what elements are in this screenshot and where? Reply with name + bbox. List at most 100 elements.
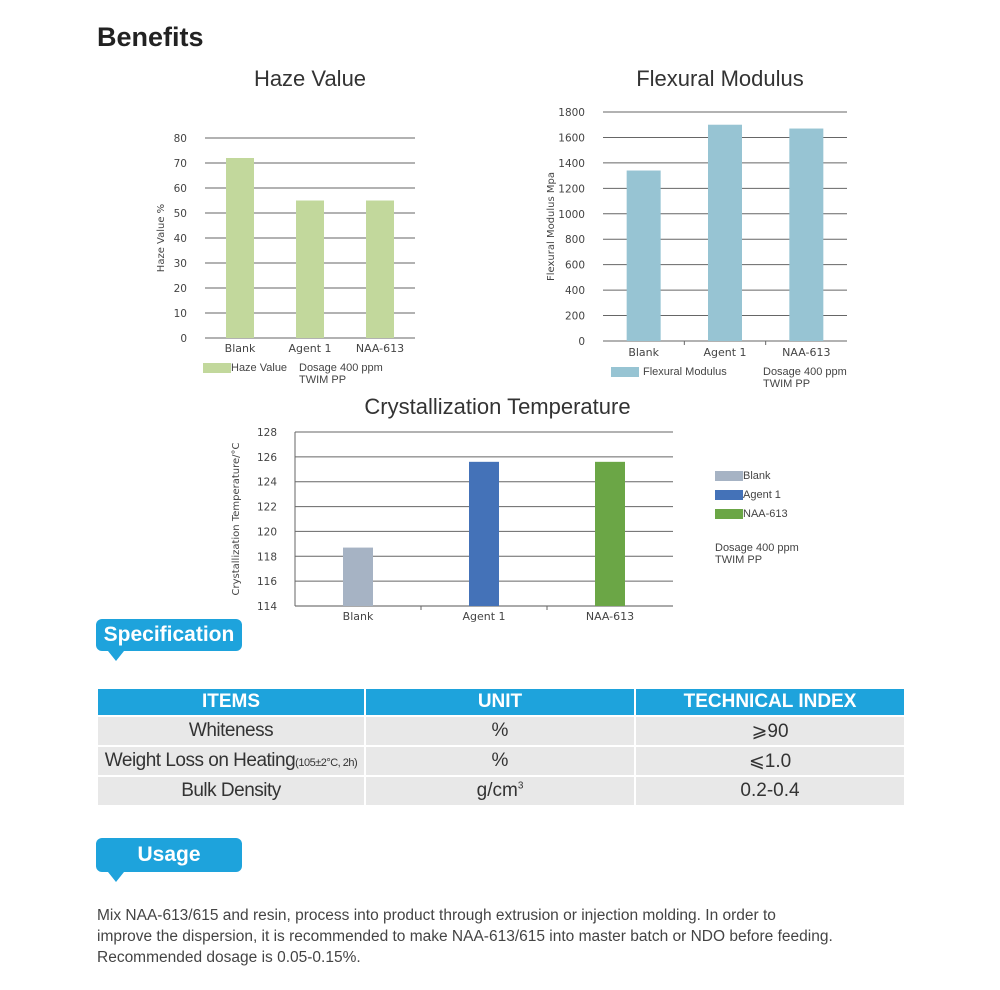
legend-label-agent1: Agent 1: [743, 489, 781, 501]
y-tick-label: 1800: [558, 107, 585, 119]
specification-tag: Specification: [96, 619, 242, 661]
y-tick-label: 60: [174, 183, 187, 195]
table-row: Weight Loss on Heating(105±2°C, 2h) % ⩽1…: [98, 747, 904, 775]
legend-swatch-blank: [715, 471, 743, 482]
x-tick-label: NAA-613: [782, 346, 830, 359]
bar-agent-1: [469, 461, 499, 606]
x-tick-label: Blank: [343, 610, 374, 623]
bar-blank: [626, 170, 661, 341]
item-cell: Whiteness: [98, 717, 364, 745]
header-technical-index: TECHNICAL INDEX: [636, 689, 904, 715]
haze-legend: Haze Value: [203, 362, 303, 374]
table-row: Whiteness % ⩾90: [98, 717, 904, 745]
bar-blank: [226, 158, 254, 338]
x-tick-label: Agent 1: [703, 346, 746, 359]
y-tick-label: 120: [257, 526, 277, 538]
x-tick-label: Agent 1: [462, 610, 505, 623]
legend-label-blank: Blank: [743, 470, 771, 482]
legend-item-agent1: Agent 1: [715, 489, 788, 508]
flexural-legend-swatch: [611, 367, 639, 378]
crystallization-temperature-chart: 114 116 118 120 122 124 126 128 Crystallization …: [231, 427, 673, 623]
flexural-chart-title: Flexural Modulus: [636, 66, 804, 91]
flexural-note-material: TWIM PP: [763, 378, 811, 390]
y-tick-label: 20: [174, 283, 187, 295]
crystallization-note-dosage: Dosage 400 ppm: [715, 542, 799, 554]
flexural-modulus-chart: 0 200 400 600 800 1000 1200 1400 1600 1800 Flexura…: [546, 107, 847, 359]
bar-naa-613: [366, 200, 394, 338]
y-tick-label: 126: [257, 452, 277, 464]
unit-cell: %: [366, 747, 634, 775]
crystallization-legend: Blank Agent 1 NAA-613: [715, 470, 788, 527]
y-tick-label: 70: [174, 158, 187, 170]
unit-value: %: [491, 720, 509, 741]
y-tick-label: 0: [180, 333, 187, 345]
x-tick-label: Agent 1: [288, 342, 331, 355]
unit-value: g/cm: [476, 780, 518, 801]
y-tick-label: 600: [565, 260, 585, 272]
haze-legend-label: Haze Value: [231, 362, 288, 374]
y-tick-label: 30: [174, 258, 187, 270]
y-tick-label: 10: [174, 308, 187, 320]
y-tick-label: 1200: [558, 183, 585, 195]
y-axis-label: Haze Value %: [156, 204, 167, 272]
y-tick-label: 200: [565, 311, 585, 323]
usage-line-1: Mix NAA-613/615 and resin, process into …: [97, 907, 776, 924]
item-name: Whiteness: [188, 720, 274, 741]
legend-label-naa613: NAA-613: [743, 508, 788, 520]
index-cell: 0.2-0.4: [636, 777, 904, 805]
legend-item-naa613: NAA-613: [715, 508, 788, 527]
index-cell: ⩾90: [636, 717, 904, 745]
y-axis-label: Flexural Modulus Mpa: [546, 172, 557, 281]
x-tick-label: Blank: [628, 346, 659, 359]
y-tick-label: 40: [174, 233, 187, 245]
y-tick-label: 122: [257, 502, 277, 514]
index-cell: ⩽1.0: [636, 747, 904, 775]
bar-agent-1: [708, 124, 742, 341]
table-header-row: ITEMS UNIT TECHNICAL INDEX: [98, 689, 904, 715]
flexural-note: Dosage 400 ppm TWIM PP: [763, 366, 847, 390]
y-axis-label: Crystallization Temperature/°C: [231, 442, 242, 595]
haze-value-chart: 0 10 20 30 40 50 60 70 80 Haze Value % Blank Agent …: [156, 133, 415, 355]
flexural-legend: Flexural Modulus: [611, 366, 751, 378]
haze-chart-title: Haze Value: [253, 66, 367, 91]
y-tick-label: 114: [257, 601, 277, 613]
benefits-heading: Benefits: [97, 22, 204, 52]
bar-agent-1: [296, 200, 324, 338]
y-tick-label: 116: [257, 576, 277, 588]
usage-text: Mix NAA-613/615 and resin, process into …: [97, 905, 977, 968]
item-condition: (105±2°C, 2h): [295, 757, 358, 769]
haze-note-material: TWIM PP: [299, 374, 347, 386]
y-tick-label: 400: [565, 285, 585, 297]
usage-line-3: Recommended dosage is 0.05-0.15%.: [97, 949, 361, 966]
y-tick-label: 118: [257, 551, 277, 563]
crystallization-note: Dosage 400 ppm TWIM PP: [715, 542, 799, 566]
legend-swatch-naa613: [715, 509, 743, 520]
y-tick-label: 0: [578, 336, 585, 348]
unit-cell: %: [366, 717, 634, 745]
usage-line-2: improve the dispersion, it is recommende…: [97, 928, 833, 945]
unit-cell: g/cm3: [366, 777, 634, 805]
y-tick-label: 800: [565, 234, 585, 246]
specification-table: ITEMS UNIT TECHNICAL INDEX Whiteness % ⩾…: [96, 687, 906, 807]
y-tick-label: 124: [257, 477, 277, 489]
item-name: Weight Loss on Heating: [104, 750, 296, 771]
y-tick-label: 80: [174, 133, 187, 145]
y-tick-label: 128: [257, 427, 277, 439]
x-tick-label: Blank: [225, 342, 256, 355]
x-tick-label: NAA-613: [356, 342, 404, 355]
legend-item-blank: Blank: [715, 470, 788, 489]
haze-note-dosage: Dosage 400 ppm: [299, 362, 383, 374]
legend-swatch-agent1: [715, 490, 743, 501]
crystallization-note-material: TWIM PP: [715, 554, 763, 566]
bar-naa-613: [595, 461, 625, 606]
haze-legend-swatch: [203, 363, 231, 374]
y-tick-label: 1000: [558, 209, 585, 221]
haze-note: Dosage 400 ppm TWIM PP: [299, 362, 383, 386]
unit-value: %: [491, 750, 509, 771]
table-row: Bulk Density g/cm3 0.2-0.4: [98, 777, 904, 805]
crystallization-chart-title: Crystallization Temperature: [364, 394, 631, 419]
item-cell: Weight Loss on Heating(105±2°C, 2h): [98, 747, 364, 775]
item-cell: Bulk Density: [98, 777, 364, 805]
flexural-legend-label: Flexural Modulus: [643, 366, 727, 378]
x-tick-label: NAA-613: [586, 610, 634, 623]
